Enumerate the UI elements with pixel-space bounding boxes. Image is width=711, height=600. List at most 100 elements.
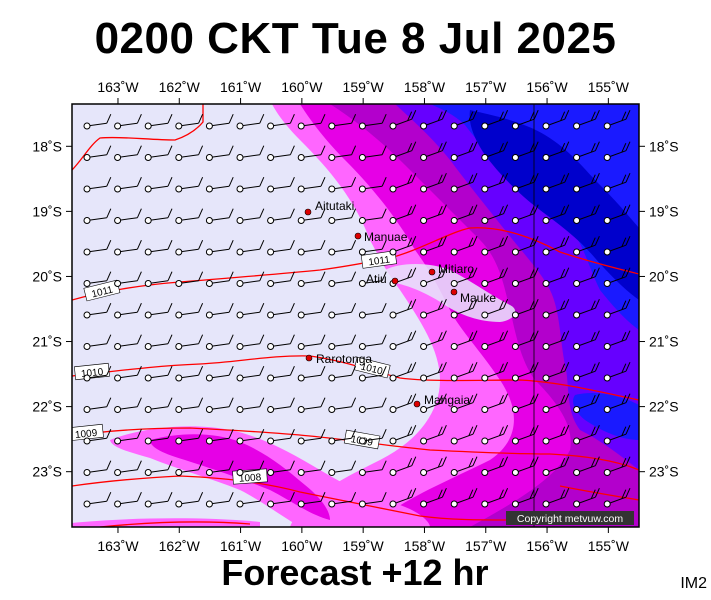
wind-barb: [328, 366, 357, 382]
wind-barb: [297, 492, 326, 508]
wind-barb: [450, 235, 478, 256]
place-label: Mangaia: [424, 393, 470, 407]
place-marker: [450, 288, 458, 296]
lat-tick-label: 18˚S: [649, 138, 679, 154]
wind-barb: [481, 456, 509, 476]
wind-barb: [573, 267, 600, 287]
rainfall-layer: 1011 1011 1010 1010 1009 1009: [72, 104, 639, 527]
wind-barb: [236, 114, 265, 130]
wind-barb: [297, 397, 326, 413]
wind-barb: [603, 172, 631, 193]
places: Aitutaki Manuae Atiu Mitiaro Mauke Rarot…: [304, 199, 496, 408]
wind-barb: [450, 172, 478, 193]
wind-barb: [420, 204, 447, 224]
lon-tick-label: 156˚W: [526, 79, 568, 95]
wind-barb: [481, 424, 509, 445]
wind-barb: [297, 208, 326, 224]
wind-barb: [481, 487, 509, 508]
lat-tick-label: 21˚S: [649, 334, 679, 350]
wind-barb: [83, 334, 112, 350]
wind-barb: [420, 109, 447, 130]
wind-barb: [175, 114, 204, 130]
wind-barb: [114, 114, 142, 130]
wind-barb: [328, 240, 357, 256]
wind-barb: [420, 361, 447, 382]
wind-barb: [389, 487, 417, 508]
wind-barb: [603, 204, 631, 224]
wind-barb: [236, 145, 265, 161]
wind-barb: [358, 303, 387, 319]
wind-barb: [542, 141, 570, 161]
wind-barb: [481, 172, 509, 193]
lon-tick-label: 155˚W: [588, 538, 630, 554]
lat-tick-label: 19˚S: [649, 203, 679, 219]
wind-barb: [236, 208, 265, 224]
lon-tick-label: 163˚W: [97, 538, 139, 554]
wind-barb: [114, 334, 142, 350]
wind-barb: [328, 492, 357, 508]
wind-barb: [573, 456, 600, 476]
wind-barb: [114, 145, 142, 161]
wind-barb: [450, 109, 478, 130]
wind-barb: [542, 109, 570, 130]
lon-tick-label: 157˚W: [465, 79, 507, 95]
wind-barb: [481, 204, 509, 224]
lon-tick-label: 160˚W: [281, 79, 323, 95]
wind-barb: [236, 460, 265, 476]
wind-barb: [358, 145, 387, 161]
wind-barb: [603, 298, 631, 319]
wind-barb: [389, 330, 417, 350]
wind-barb: [236, 492, 265, 508]
wind-barb: [328, 177, 357, 193]
wind-barb: [297, 460, 326, 476]
wind-barb: [603, 235, 631, 256]
wind-barb: [542, 267, 570, 287]
wind-barb: [481, 361, 509, 382]
wind-barb: [83, 303, 112, 319]
place-label: Atiu: [366, 272, 387, 286]
wind-barb: [83, 460, 112, 476]
wind-barb: [236, 177, 265, 193]
wind-barb: [420, 424, 447, 445]
wind-barb: [603, 267, 631, 287]
wind-barb: [389, 141, 417, 161]
wind-barb: [114, 429, 142, 445]
wind-barb: [450, 487, 478, 508]
wind-barb: [481, 393, 509, 413]
wind-barb: [358, 208, 387, 224]
wind-barb: [205, 145, 234, 161]
image-code: IM2: [680, 575, 707, 592]
wind-barb: [573, 393, 600, 413]
place-marker: [305, 354, 313, 362]
wind-barb: [297, 114, 326, 130]
wind-barb-field: [83, 109, 631, 508]
wind-barb: [236, 240, 265, 256]
wind-barb: [573, 204, 600, 224]
wind-barb: [450, 298, 478, 319]
wind-barb: [481, 298, 509, 319]
wind-barb: [573, 141, 600, 161]
wind-barb: [114, 271, 142, 287]
place-label: Aitutaki: [315, 199, 354, 213]
wind-barb: [328, 145, 357, 161]
wind-barb: [175, 303, 204, 319]
copyright-box: Copyright metvuw.com: [506, 511, 634, 525]
wind-barb: [297, 271, 326, 287]
wind-barb: [144, 208, 173, 224]
wind-barb: [114, 240, 142, 256]
wind-barb: [297, 303, 326, 319]
wind-barb: [511, 204, 539, 224]
svg-text:1011: 1011: [91, 284, 115, 300]
wind-barb: [358, 240, 387, 256]
isobar-label: 1009: [72, 423, 104, 441]
wind-barb: [328, 334, 357, 350]
wind-barb: [481, 330, 509, 350]
wind-barb: [175, 271, 204, 287]
lon-tick-label: 157˚W: [465, 538, 507, 554]
lon-tick-label: 156˚W: [526, 538, 568, 554]
wind-barb: [267, 492, 295, 508]
wind-barb: [83, 114, 112, 130]
wind-barb: [144, 334, 173, 350]
wind-barb: [175, 492, 204, 508]
